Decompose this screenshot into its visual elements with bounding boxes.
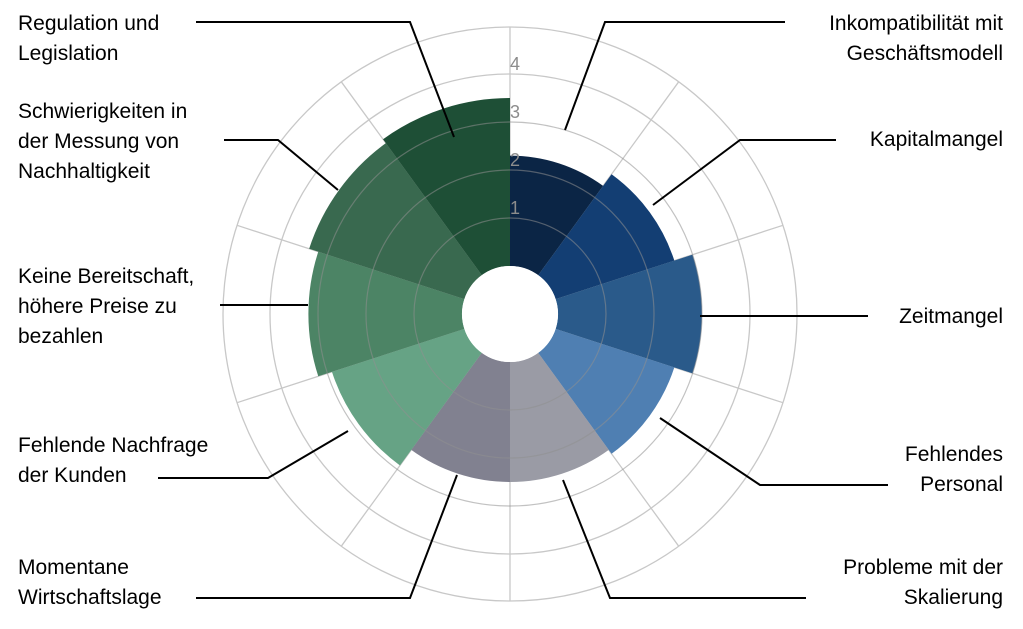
sector-6 [411, 352, 510, 482]
sector-5 [510, 352, 609, 482]
sectors [308, 98, 702, 482]
label-zeitmangel: Zeitmangel [899, 305, 1003, 328]
tick-label-3: 3 [510, 102, 520, 122]
leader-line-7 [158, 430, 349, 479]
sector-8 [308, 251, 465, 377]
leader-lines [158, 21, 888, 599]
center-hole [462, 266, 558, 362]
leader-line-5 [562, 479, 806, 599]
center-circle [462, 266, 558, 362]
sector-9 [309, 143, 482, 300]
sector-3 [555, 254, 702, 374]
radial-tick-labels: 1 2 3 4 [510, 54, 520, 218]
label-skalierung: Probleme mit der Skalierung [843, 556, 1003, 609]
leader-line-4 [659, 417, 888, 486]
grid-circle-2 [365, 169, 655, 459]
sector-10 [383, 98, 510, 276]
label-wirtschaftslage: Momentane Wirtschaftslage [18, 556, 162, 609]
label-schwierigkeiten: Schwierigkeiten in der Messung von Nachh… [18, 100, 188, 183]
grid-circle-1 [413, 217, 607, 411]
tick-label-1: 1 [510, 198, 520, 218]
label-fehlendes-personal: Fehlendes Personal [904, 443, 1003, 496]
label-regulation: Regulation und Legislation [18, 12, 160, 65]
leader-line-6 [196, 474, 458, 599]
leader-line-9 [224, 139, 339, 191]
tick-label-2: 2 [510, 150, 520, 170]
sector-1 [510, 155, 604, 276]
label-fehlende-nachfrage: Fehlende Nachfrage der Kunden [18, 434, 209, 487]
label-kapitalmangel: Kapitalmangel [869, 128, 1003, 151]
leader-line-2 [652, 139, 836, 206]
inner-grid [317, 121, 703, 507]
leader-line-10 [196, 21, 455, 138]
sector-4 [538, 328, 675, 454]
leader-line-1 [564, 21, 785, 131]
label-inkompatibilitaet: Inkompatibilität mit Geschäftsmodell [829, 12, 1003, 65]
sector-7 [331, 328, 482, 466]
grid-circle-3 [317, 121, 703, 507]
sector-2 [538, 174, 675, 300]
label-keine-bereitschaft: Keine Bereitschaft, höhere Preise zu bez… [18, 265, 195, 348]
tick-label-4: 4 [510, 54, 520, 74]
